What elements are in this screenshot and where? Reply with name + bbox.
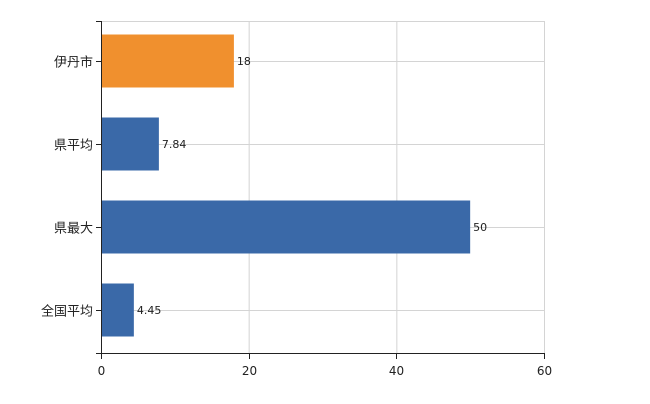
data-label-2: 50 [473,221,487,234]
bar-0 [101,34,234,88]
category-label-2: 県最大 [54,222,93,237]
category-label-0: 伊丹市 [54,55,93,71]
axes-layer [96,21,545,359]
x-tick-label-2: 40 [389,364,404,378]
data-label-1: 7.84 [162,138,187,151]
data-label-0: 18 [237,55,251,68]
data-label-3: 4.45 [137,304,162,317]
category-label-3: 全国平均 [41,304,93,320]
x-tick-label-3: 60 [537,364,552,378]
bar-2 [101,200,471,254]
x-tick-label-0: 0 [98,364,106,378]
bar-1 [101,117,159,171]
category-label-1: 県平均 [54,139,93,154]
x-tick-label-1: 20 [242,364,257,378]
bars-layer [101,34,471,337]
bar-3 [101,283,134,337]
